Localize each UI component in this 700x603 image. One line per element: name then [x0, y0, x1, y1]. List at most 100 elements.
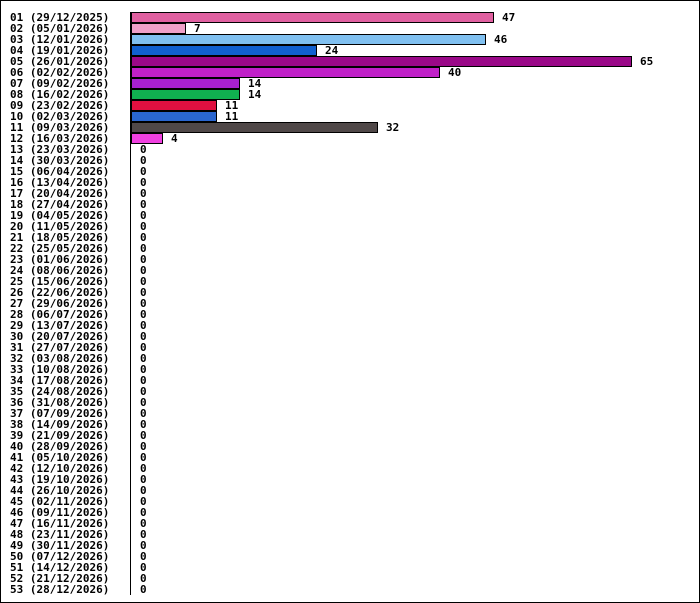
value-label: 0	[140, 429, 147, 442]
value-label: 0	[140, 242, 147, 255]
category-label: 16 (13/04/2026)	[10, 176, 109, 189]
value-label: 0	[140, 451, 147, 464]
bar	[131, 78, 240, 89]
value-label: 0	[140, 539, 147, 552]
bar	[131, 89, 240, 100]
value-label: 0	[140, 220, 147, 233]
value-label: 0	[140, 484, 147, 497]
value-label: 0	[140, 154, 147, 167]
category-label: 14 (30/03/2026)	[10, 154, 109, 167]
value-label: 0	[140, 352, 147, 365]
value-label: 11	[225, 99, 239, 112]
value-label: 0	[140, 495, 147, 508]
category-label: 03 (12/01/2026)	[10, 33, 109, 46]
value-label: 0	[140, 561, 147, 574]
bar	[131, 34, 486, 45]
value-label: 47	[502, 11, 515, 24]
value-label: 0	[140, 330, 147, 343]
category-label: 43 (19/10/2026)	[10, 473, 109, 486]
category-label: 13 (23/03/2026)	[10, 143, 109, 156]
category-label: 32 (03/08/2026)	[10, 352, 109, 365]
bar	[131, 122, 378, 133]
bar	[131, 23, 186, 34]
category-label: 22 (25/05/2026)	[10, 242, 109, 255]
value-label: 7	[194, 22, 201, 35]
value-label: 32	[386, 121, 399, 134]
bar	[131, 12, 494, 23]
value-label: 0	[140, 198, 147, 211]
category-label: 26 (22/06/2026)	[10, 286, 109, 299]
category-label: 37 (07/09/2026)	[10, 407, 109, 420]
category-label: 27 (29/06/2026)	[10, 297, 109, 310]
value-label: 0	[140, 165, 147, 178]
category-label: 24 (08/06/2026)	[10, 264, 109, 277]
value-label: 46	[494, 33, 508, 46]
category-label: 10 (02/03/2026)	[10, 110, 109, 123]
category-label: 39 (21/09/2026)	[10, 429, 109, 442]
category-label: 07 (09/02/2026)	[10, 77, 109, 90]
value-label: 4	[171, 132, 178, 145]
value-label: 0	[140, 275, 147, 288]
chart-marks: 01 (29/12/2025) 47 02 (05/01/2026) 7 03 (12/…	[10, 11, 653, 596]
value-label: 0	[140, 572, 147, 585]
bar	[131, 100, 217, 111]
category-label: 35 (24/08/2026)	[10, 385, 109, 398]
category-label: 01 (29/12/2025)	[10, 11, 109, 24]
category-label: 08 (16/02/2026)	[10, 88, 109, 101]
value-label: 0	[140, 374, 147, 387]
category-label: 51 (14/12/2026)	[10, 561, 109, 574]
value-label: 0	[140, 187, 147, 200]
category-label: 29 (13/07/2026)	[10, 319, 109, 332]
value-label: 0	[140, 308, 147, 321]
category-label: 02 (05/01/2026)	[10, 22, 109, 35]
category-label: 50 (07/12/2026)	[10, 550, 109, 563]
category-label: 04 (19/01/2026)	[10, 44, 109, 57]
category-label: 44 (26/10/2026)	[10, 484, 109, 497]
category-label: 19 (04/05/2026)	[10, 209, 109, 222]
category-label: 21 (18/05/2026)	[10, 231, 109, 244]
category-label: 20 (11/05/2026)	[10, 220, 109, 233]
category-label: 38 (14/09/2026)	[10, 418, 109, 431]
category-label: 49 (30/11/2026)	[10, 539, 109, 552]
value-label: 11	[225, 110, 239, 123]
value-label: 24	[325, 44, 339, 57]
category-label: 15 (06/04/2026)	[10, 165, 109, 178]
category-label: 42 (12/10/2026)	[10, 462, 109, 475]
value-label: 0	[140, 319, 147, 332]
category-label: 17 (20/04/2026)	[10, 187, 109, 200]
value-label: 0	[140, 517, 147, 530]
bar	[131, 133, 163, 144]
value-label: 0	[140, 253, 147, 266]
value-label: 0	[140, 209, 147, 222]
value-label: 0	[140, 440, 147, 453]
category-label: 25 (15/06/2026)	[10, 275, 109, 288]
value-label: 0	[140, 528, 147, 541]
category-label: 53 (28/12/2026)	[10, 583, 109, 596]
bar	[131, 56, 632, 67]
value-label: 65	[640, 55, 653, 68]
bar	[131, 67, 440, 78]
value-label: 0	[140, 341, 147, 354]
bar	[131, 45, 317, 56]
value-label: 40	[448, 66, 461, 79]
value-label: 0	[140, 385, 147, 398]
category-label: 33 (10/08/2026)	[10, 363, 109, 376]
category-label: 12 (16/03/2026)	[10, 132, 109, 145]
category-label: 18 (27/04/2026)	[10, 198, 109, 211]
value-label: 0	[140, 462, 147, 475]
category-label: 11 (09/03/2026)	[10, 121, 109, 134]
category-label: 45 (02/11/2026)	[10, 495, 109, 508]
value-label: 0	[140, 176, 147, 189]
category-label: 23 (01/06/2026)	[10, 253, 109, 266]
category-label: 09 (23/02/2026)	[10, 99, 109, 112]
category-label: 05 (26/01/2026)	[10, 55, 109, 68]
value-label: 0	[140, 473, 147, 486]
value-label: 14	[248, 77, 262, 90]
category-label: 52 (21/12/2026)	[10, 572, 109, 585]
value-label: 0	[140, 286, 147, 299]
category-label: 48 (23/11/2026)	[10, 528, 109, 541]
category-label: 40 (28/09/2026)	[10, 440, 109, 453]
value-label: 0	[140, 264, 147, 277]
